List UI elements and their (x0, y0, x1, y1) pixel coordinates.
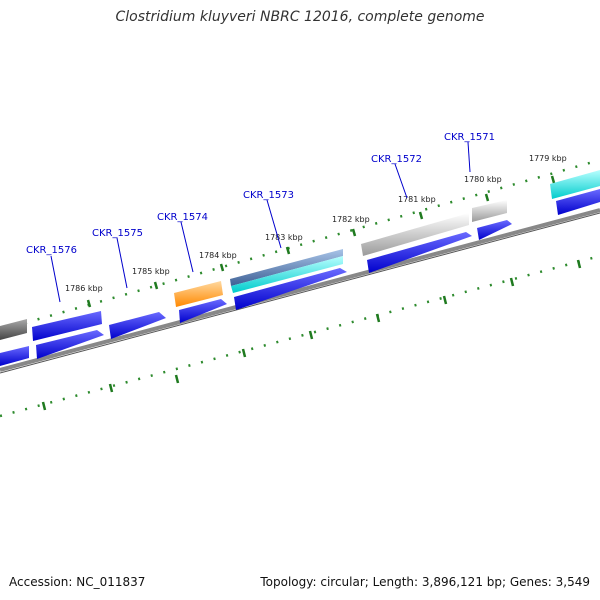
genome-backbone-inner (0, 212, 600, 374)
genome-stats: Topology: circular; Length: 3,896,121 bp… (260, 575, 590, 589)
kbp-label: 1783 kbp (265, 233, 303, 242)
cds-arrow[interactable] (32, 311, 102, 341)
cds-arrow[interactable] (0, 346, 29, 366)
cds-arrow[interactable] (36, 330, 104, 359)
gene-label-leaders (50, 141, 471, 303)
gene-label-ckr-1571[interactable]: CKR_1571 (444, 132, 495, 143)
kbp-label: 1781 kbp (398, 195, 436, 204)
kbp-label: 1780 kbp (464, 175, 502, 184)
gene-feature-dark[interactable] (0, 319, 27, 340)
cds-arrow[interactable] (477, 220, 512, 240)
gene-label-ckr-1573[interactable]: CKR_1573 (243, 190, 294, 201)
kbp-label: 1784 kbp (199, 251, 237, 260)
kbp-label: 1779 kbp (529, 154, 567, 163)
cds-arrow[interactable] (367, 232, 472, 273)
kbp-label: 1786 kbp (65, 284, 103, 293)
gene-label-ckr-1574[interactable]: CKR_1574 (157, 212, 208, 223)
accession-label: Accession: NC_011837 (9, 575, 146, 589)
gene-feature-gray[interactable] (361, 213, 469, 256)
gene-feature-gray-small[interactable] (472, 200, 507, 222)
cds-arrow[interactable] (179, 299, 227, 323)
gene-feature-steel[interactable] (230, 249, 343, 286)
gene-label-ckr-1572[interactable]: CKR_1572 (371, 154, 422, 165)
gene-track (0, 170, 600, 340)
gene-label-ckr-1575[interactable]: CKR_1575 (92, 228, 143, 239)
gene-feature-cyan[interactable] (231, 256, 343, 293)
inner-major-ticks (41, 259, 582, 411)
cds-arrow[interactable] (109, 312, 166, 339)
map-title: Clostridium kluyveri NBRC 12016, complet… (115, 9, 485, 25)
outer-major-ticks (86, 175, 556, 308)
kbp-label: 1782 kbp (332, 215, 370, 224)
gene-feature-orange[interactable] (174, 281, 223, 307)
genome-backbone (0, 208, 600, 372)
cds-arrow[interactable] (234, 268, 347, 310)
gene-label-ckr-1576[interactable]: CKR_1576 (26, 245, 77, 256)
cds-track (0, 189, 600, 366)
kbp-label: 1785 kbp (132, 267, 170, 276)
gene-feature-cyan-right[interactable] (550, 170, 600, 199)
cds-arrow[interactable] (556, 189, 600, 215)
